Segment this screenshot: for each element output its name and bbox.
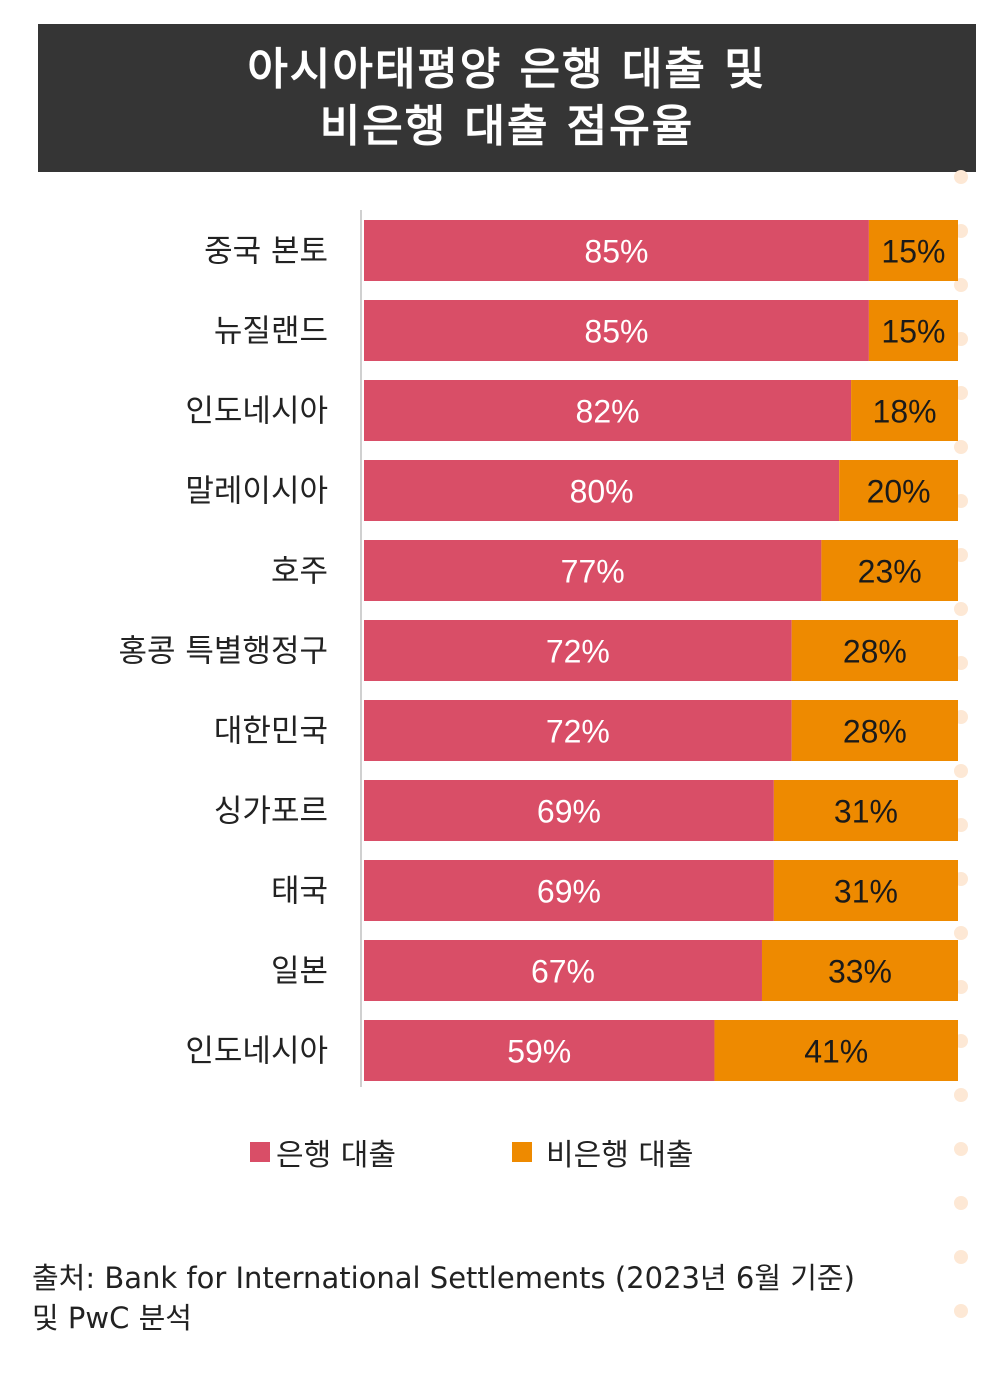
bar-segment-nonbank [773,780,958,841]
data-label: 69% [537,874,601,910]
category-label: 호주 [271,554,328,590]
decorative-dot [954,1142,968,1156]
data-label: 59% [507,1034,571,1070]
data-label: 72% [546,714,610,750]
source-note: 출처: Bank for International Settlements (… [32,1258,932,1338]
bar-segment-bank [364,700,792,761]
category-label: 일본 [271,954,328,990]
data-label: 31% [834,794,898,830]
bar-segment-nonbank [714,1020,958,1081]
data-label: 82% [576,394,640,430]
data-label: 80% [570,474,634,510]
legend-label-nonbank: 비은행 대출 [546,1138,694,1173]
category-label: 말레이시아 [185,474,328,510]
category-label: 대한민국 [214,714,328,750]
decorative-dot [954,1088,968,1102]
data-label: 31% [834,874,898,910]
decorative-dot [954,278,968,292]
category-label: 인도네시아 [185,1034,328,1070]
data-label: 28% [843,714,907,750]
bar-segment-nonbank [791,700,958,761]
legend: 은행 대출 비은행 대출 [0,1130,1000,1180]
bar-segment-bank [364,780,774,841]
bar-segment-bank [364,1020,715,1081]
bar-segment-nonbank [868,220,958,281]
legend-swatch-nonbank [512,1142,532,1162]
decorative-dot [954,764,968,778]
data-label: 85% [584,314,648,350]
bar-segment-nonbank [821,540,958,601]
stacked-bar-chart: 중국 본토 85% 15% 뉴질랜드 85% 15% 인도네시아 82% 18% 말레이시아 80%… [119,210,958,1087]
legend-item-nonbank: 비은행 대출 [512,1130,694,1174]
bar-segment-nonbank [839,460,958,521]
bar-segment-bank [364,300,869,361]
bar-segment-bank [364,220,869,281]
data-label: 33% [828,954,892,990]
legend-item-bank: 은행 대출 [250,1130,396,1174]
bar-segment-nonbank [868,300,958,361]
bar-segment-bank [364,620,792,681]
decorative-dot [954,1196,968,1210]
bar-segment-bank [364,380,852,441]
source-line-1: 출처: Bank for International Settlements (… [32,1261,855,1295]
data-label: 85% [584,234,648,270]
legend-label-bank: 은행 대출 [276,1138,396,1173]
data-label: 18% [873,394,937,430]
decorative-dot [954,926,968,940]
decorative-dot [954,170,968,184]
bar-segment-nonbank [761,940,958,1001]
data-label: 77% [561,554,625,590]
category-label: 홍콩 특별행정구 [119,634,329,670]
data-label: 23% [858,554,922,590]
decorative-dot [954,1304,968,1318]
data-label: 15% [881,234,945,270]
data-label: 41% [804,1034,868,1070]
decorative-dot [954,602,968,616]
bar-segment-bank [364,460,840,521]
data-label: 28% [843,634,907,670]
bar-segment-nonbank [791,620,958,681]
data-label: 72% [546,634,610,670]
category-label: 태국 [271,874,328,910]
data-label: 69% [537,794,601,830]
category-label: 뉴질랜드 [214,314,328,350]
source-line-2: 및 PwC 분석 [32,1301,192,1335]
bar-segment-bank [364,860,774,921]
bar-segment-bank [364,940,762,1001]
bar-segment-nonbank [773,860,958,921]
bar-segment-nonbank [851,380,958,441]
data-label: 67% [531,954,595,990]
decorative-dot [954,1250,968,1264]
decorative-dot [954,440,968,454]
chart-title-line-1: 아시아태평양 은행 대출 및 [247,44,767,95]
chart-title-box: 아시아태평양 은행 대출 및 비은행 대출 점유율 [38,24,976,172]
category-label: 인도네시아 [185,394,328,430]
legend-swatch-bank [250,1142,270,1162]
category-label: 싱가포르 [214,794,328,830]
bar-segment-bank [364,540,822,601]
data-label: 20% [867,474,931,510]
chart-title-line-2: 비은행 대출 점유율 [319,101,695,152]
category-label: 중국 본토 [204,234,328,270]
data-label: 15% [881,314,945,350]
